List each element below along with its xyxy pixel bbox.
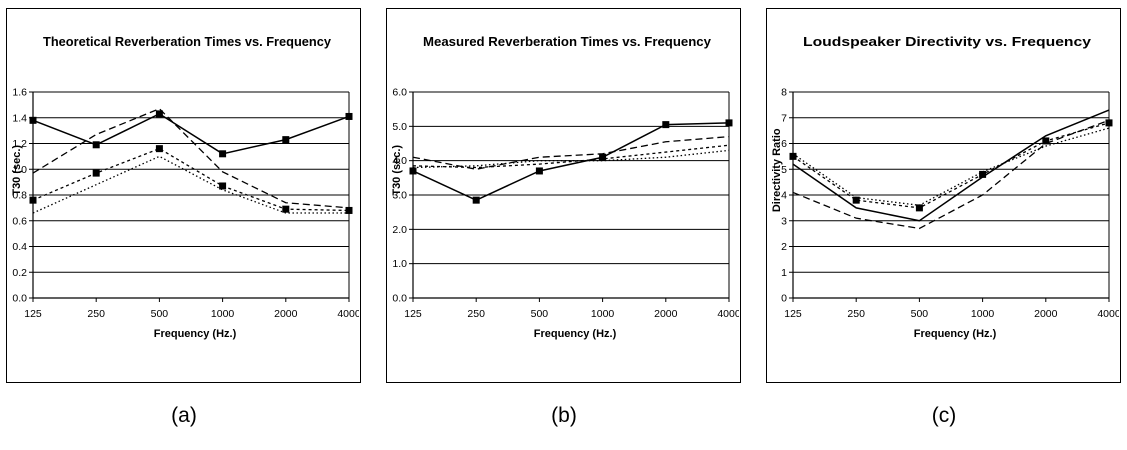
- y-tick-label: 1.6: [12, 87, 27, 99]
- y-axis-label: T30 (sec.): [391, 145, 403, 196]
- x-tick-label: 4000: [717, 308, 739, 320]
- caption-a: (a): [171, 404, 197, 427]
- y-tick-label: 0.0: [392, 293, 407, 305]
- series-line: [792, 109, 1110, 222]
- y-tick-label: 5.0: [392, 121, 407, 133]
- series-line: [412, 135, 730, 170]
- data-point: [789, 152, 797, 160]
- series-line: [792, 127, 1110, 206]
- x-tick-label: 2000: [654, 308, 678, 320]
- x-tick-label: 4000: [1097, 308, 1119, 320]
- data-point: [979, 170, 987, 178]
- y-axis-label: Directivity Ratio: [771, 128, 783, 212]
- data-point: [472, 196, 480, 204]
- data-point: [345, 206, 353, 214]
- x-tick-label: 125: [404, 308, 422, 320]
- x-tick-label: 125: [24, 308, 42, 320]
- caption-b: (b): [551, 404, 577, 427]
- x-tick-label: 4000: [337, 308, 359, 320]
- data-point: [1105, 119, 1113, 127]
- x-tick-label: 1000: [971, 308, 995, 320]
- y-tick-label: 4.0: [392, 155, 407, 167]
- data-point: [92, 141, 100, 149]
- chart-title: Loudspeaker Directivity vs. Frequency: [803, 34, 1092, 49]
- y-tick-label: 3: [781, 215, 787, 227]
- chart-panel-b: Measured Reverberation Times vs. Frequen…: [386, 8, 741, 383]
- chart-panel-c: Loudspeaker Directivity vs. Frequency 0 1 2…: [766, 8, 1121, 383]
- series-line: [32, 147, 350, 212]
- data-point: [1042, 137, 1050, 145]
- x-tick-label: 250: [847, 308, 865, 320]
- y-tick-label: 0: [781, 293, 787, 305]
- data-point: [29, 196, 37, 204]
- data-point: [409, 167, 417, 175]
- y-tick-label: 6.0: [392, 87, 407, 99]
- x-axis-label: Frequency (Hz.): [914, 328, 997, 340]
- y-tick-label: 7: [781, 112, 787, 124]
- y-tick-label: 0.4: [12, 241, 27, 253]
- data-point: [282, 136, 290, 144]
- y-tick-label: 8: [781, 87, 787, 99]
- y-tick-label: 4: [781, 190, 787, 202]
- y-tick-label: 2.0: [392, 224, 407, 236]
- data-point: [345, 112, 353, 120]
- x-tick-label: 2000: [1034, 308, 1058, 320]
- series-line: [792, 119, 1110, 230]
- caption-c: (c): [931, 404, 957, 427]
- chart-title: Theoretical Reverberation Times vs. Freq…: [43, 34, 332, 49]
- chart-svg: Theoretical Reverberation Times vs. Freq…: [11, 34, 359, 340]
- y-tick-label: 0.2: [12, 267, 27, 279]
- data-point: [599, 153, 607, 161]
- x-tick-label: 1000: [591, 308, 615, 320]
- y-tick-label: 1.2: [12, 138, 27, 150]
- y-tick-label: 0.0: [12, 293, 27, 305]
- series-line: [32, 113, 350, 155]
- x-tick-label: 125: [784, 308, 802, 320]
- data-point: [282, 205, 290, 213]
- chart-panel-a: Theoretical Reverberation Times vs. Freq…: [6, 8, 361, 383]
- series-line: [32, 107, 350, 209]
- y-tick-label: 0.6: [12, 215, 27, 227]
- y-tick-label: 6: [781, 138, 787, 150]
- x-axis-label: Frequency (Hz.): [534, 328, 617, 340]
- y-tick-label: 1.0: [12, 164, 27, 176]
- data-point: [155, 110, 163, 118]
- x-tick-label: 250: [467, 308, 485, 320]
- series-line: [412, 149, 730, 169]
- data-point: [92, 169, 100, 177]
- series-line: [32, 155, 349, 214]
- y-tick-label: 1.4: [12, 112, 27, 124]
- data-point: [852, 196, 860, 204]
- y-axis-label: T30 (sec.): [11, 145, 23, 196]
- y-tick-label: 5: [781, 164, 787, 176]
- x-tick-label: 500: [911, 308, 929, 320]
- y-tick-label: 3.0: [392, 190, 407, 202]
- chart-svg: Measured Reverberation Times vs. Frequen…: [391, 34, 739, 340]
- x-axis-label: Frequency (Hz.): [154, 328, 237, 340]
- data-point: [535, 167, 543, 175]
- y-tick-label: 2: [781, 241, 787, 253]
- x-tick-label: 500: [151, 308, 169, 320]
- y-tick-label: 1.0: [392, 258, 407, 270]
- x-tick-label: 1000: [211, 308, 235, 320]
- y-tick-label: 1: [781, 267, 787, 279]
- data-point: [725, 119, 733, 127]
- y-tick-label: 0.8: [12, 190, 27, 202]
- data-point: [29, 116, 37, 124]
- chart-svg: Loudspeaker Directivity vs. Frequency012…: [771, 34, 1119, 340]
- data-point: [219, 182, 227, 190]
- series-line: [412, 122, 730, 201]
- series-line: [412, 144, 730, 169]
- x-tick-label: 500: [531, 308, 549, 320]
- series-line: [792, 122, 1110, 209]
- chart-title: Measured Reverberation Times vs. Frequen…: [423, 34, 712, 49]
- data-point: [662, 121, 670, 129]
- data-point: [219, 150, 227, 158]
- x-tick-label: 250: [87, 308, 105, 320]
- data-point: [915, 204, 923, 212]
- x-tick-label: 2000: [274, 308, 298, 320]
- data-point: [155, 145, 163, 153]
